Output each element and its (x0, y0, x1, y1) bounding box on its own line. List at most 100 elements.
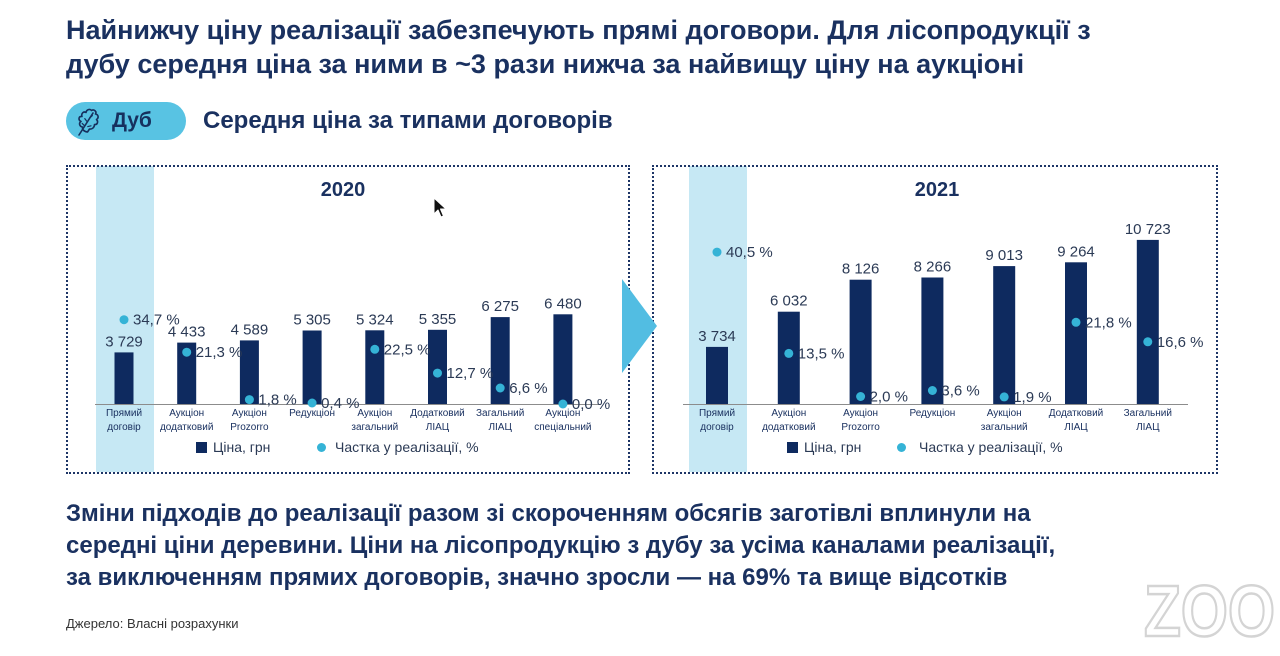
price-value-label: 6 032 (770, 293, 808, 310)
bars-layer (114, 314, 573, 404)
category-label: Аукціон Prozorro (230, 408, 269, 433)
share-value-label: 1,9 % (1013, 389, 1051, 406)
chart-panel-2020: 2020 3 729 34,7 % 4 433 21,3 % 4 589 1,8 % 5 3… (66, 165, 630, 474)
mouse-pointer-icon (433, 197, 447, 218)
category-label: Додатковий ЛІАЦ (1048, 408, 1104, 433)
price-bar (490, 317, 510, 404)
category-label: Прямий договір (105, 408, 143, 433)
category-label: Аукціон Prozorro (841, 408, 880, 433)
share-value-label: 2,0 % (870, 389, 908, 406)
category-label: Загальний ЛІАЦ (1123, 408, 1172, 433)
oak-leaf-icon (75, 106, 101, 136)
share-point (182, 347, 192, 357)
chart-panel-2021: 2021 3 734 40,5 % 6 032 13,5 % 8 126 2,0 % 8 2… (652, 165, 1218, 474)
chart-title: 2021 (914, 179, 960, 201)
category-label: Аукціон додатковий (762, 408, 816, 433)
legend-price-label: Ціна, грн (213, 439, 271, 455)
share-point (119, 315, 129, 325)
share-value-label: 21,3 % (196, 344, 243, 361)
share-value-label: 0,0 % (572, 396, 610, 413)
bars-layer (706, 239, 1159, 404)
price-bar (553, 314, 573, 404)
share-point (784, 348, 794, 358)
chart-legend: Ціна, грн Частка у реалізації, % (66, 439, 630, 455)
labels-layer: 3 734 40,5 % 6 032 13,5 % 8 126 2,0 % 8 266 3,6… (698, 221, 1203, 406)
price-value-label: 10 723 (1125, 221, 1171, 238)
points-layer (119, 315, 568, 409)
summary-paragraph: Зміни підходів до реалізації разом зі ск… (66, 498, 1055, 594)
price-value-label: 8 126 (842, 261, 880, 278)
price-bar (177, 342, 197, 404)
price-value-label: 4 589 (231, 321, 269, 338)
price-bar (428, 329, 447, 404)
price-value-label: 3 729 (105, 333, 143, 350)
share-value-label: 13,5 % (798, 345, 845, 362)
summary-line: Зміни підходів до реалізації разом зі ск… (66, 500, 1031, 527)
summary-line: за виключенням прямих договорів, значно … (66, 564, 1008, 591)
chart-2021: 3 734 40,5 % 6 032 13,5 % 8 126 2,0 % 8 266 3,6… (683, 221, 1204, 406)
legend-share-label: Частка у реалізації, % (335, 439, 479, 455)
price-value-label: 9 264 (1057, 243, 1095, 260)
price-bar (706, 346, 728, 404)
oak-leaf-icon (78, 108, 99, 136)
price-bar (1065, 262, 1087, 404)
chevron-right-icon (622, 279, 657, 373)
price-bar (993, 266, 1016, 404)
share-point (1071, 317, 1081, 327)
slide-title-line: дубу середня ціна за ними в ~3 рази нижч… (66, 49, 1025, 79)
share-value-label: 21,8 % (1085, 314, 1132, 331)
share-point (712, 247, 722, 257)
share-value-label: 6,6 % (509, 380, 547, 397)
share-value-label: 12,7 % (447, 365, 494, 382)
share-point (558, 399, 568, 409)
chart-legend: Ціна, грн Частка у реалізації, % (652, 439, 1218, 455)
category-label: Аукціон додатковий (159, 408, 214, 433)
share-value-label: 22,5 % (384, 341, 431, 358)
slide-title-line: Найнижчу ціну реалізації забезпечують пр… (66, 15, 1091, 45)
summary-line: середні ціни деревини. Ціни на лісопроду… (66, 532, 1056, 559)
share-value-label: 34,7 % (133, 312, 180, 329)
points-layer (712, 247, 1153, 402)
price-value-label: 5 324 (356, 311, 394, 328)
source-note: Джерело: Власні розрахунки (66, 616, 239, 631)
category-label: Аукціон спеціальний (534, 408, 592, 433)
watermark-text: ZOO (1144, 576, 1275, 642)
share-value-label: 16,6 % (1157, 334, 1204, 351)
legend-point-marker (897, 443, 906, 452)
legend-price-label: Ціна, грн (804, 439, 862, 455)
category-label: Аукціон загальний (351, 408, 399, 433)
share-point (433, 368, 442, 378)
price-bar (114, 352, 134, 404)
species-badge: Дуб (66, 102, 186, 140)
share-value-label: 1,8 % (258, 392, 296, 409)
price-value-label: 8 266 (914, 259, 952, 276)
price-value-label: 6 480 (544, 295, 582, 312)
price-value-label: 6 275 (481, 298, 519, 315)
share-point (1143, 337, 1153, 347)
price-value-label: 5 305 (293, 312, 331, 329)
price-bar (302, 330, 322, 404)
slide-title: Найнижчу ціну реалізації забезпечують пр… (66, 13, 1091, 81)
price-value-label: 9 013 (985, 247, 1023, 264)
category-label: Редукціон (909, 408, 956, 419)
share-point (244, 395, 254, 405)
category-label: Додатковий ЛІАЦ (410, 408, 465, 433)
category-label: Аукціон загальний (980, 408, 1028, 433)
share-point (370, 344, 380, 354)
share-point (495, 383, 505, 393)
category-label: Редукціон (289, 408, 335, 419)
share-point (307, 398, 317, 408)
chart-2020: 3 729 34,7 %4 433 21,3 % 4 589 1,8 % 5 305 0,4… (95, 295, 610, 413)
price-bar (365, 330, 385, 404)
chart-title: 2020 (320, 179, 366, 201)
price-bar (1136, 239, 1159, 404)
price-bar (239, 340, 259, 404)
legend-point-marker (317, 443, 326, 452)
price-bar (921, 277, 944, 404)
labels-layer: 3 729 34,7 %4 433 21,3 % 4 589 1,8 % 5 305 0,4… (105, 295, 610, 413)
share-value-label: 0,4 % (321, 395, 359, 412)
category-label: Прямий договір (698, 408, 736, 433)
share-point (999, 392, 1009, 402)
share-value-label: 3,6 % (941, 383, 979, 400)
